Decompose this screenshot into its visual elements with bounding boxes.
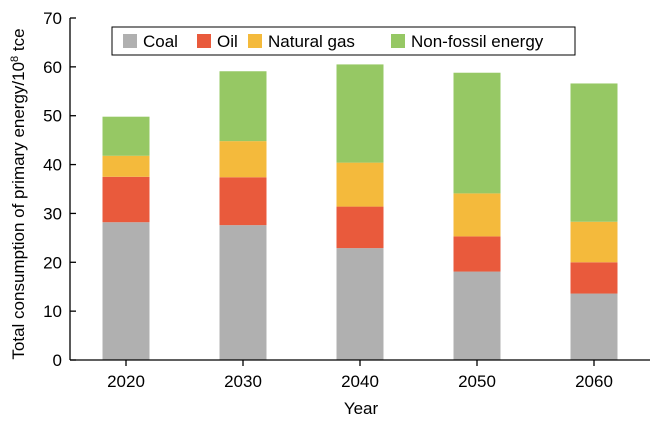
x-tick-label-2020: 2020 [107,372,145,391]
y-axis-title-superscript: 8 [9,56,21,62]
bars-group [102,64,618,360]
x-tick-label-2050: 2050 [458,372,496,391]
y-axis-title-main: Total consumption of primary energy/10 [9,62,28,360]
x-tick-label-2030: 2030 [224,372,262,391]
x-ticks-group: 2020 2030 2040 2050 2060 [107,360,613,391]
bar-natural-gas-2020 [102,155,150,177]
bar-non-fossil-energy-2060 [570,83,618,222]
y-tick-label-70: 70 [43,9,62,28]
y-tick-label-60: 60 [43,58,62,77]
bar-coal-2020 [102,222,150,360]
bar-non-fossil-energy-2050 [453,72,501,194]
legend: Coal Oil Natural gas Non-fossil energy [111,26,576,56]
x-tick-label-2040: 2040 [341,372,379,391]
bar-non-fossil-energy-2020 [102,116,150,156]
legend-label-coal: Coal [143,32,178,51]
y-tick-label-10: 10 [43,302,62,321]
bar-non-fossil-energy-2030 [219,71,267,142]
legend-swatch-coal [123,34,137,48]
bar-oil-2040 [336,206,384,249]
y-tick-label-40: 40 [43,156,62,175]
y-axis-title: Total consumption of primary energy/108 … [9,28,28,359]
bar-natural-gas-2050 [453,193,501,237]
bar-coal-2030 [219,225,267,360]
x-axis-title: Year [344,399,379,418]
legend-label-natural-gas: Natural gas [268,32,355,51]
bar-natural-gas-2030 [219,141,267,178]
legend-swatch-natural-gas [248,34,262,48]
bar-oil-2060 [570,262,618,294]
y-tick-label-20: 20 [43,253,62,272]
bar-non-fossil-energy-2040 [336,64,384,163]
bar-natural-gas-2060 [570,221,618,263]
y-axis-title-unit: tce [9,28,28,55]
legend-swatch-non-fossil-energy [391,34,405,48]
bar-oil-2030 [219,177,267,226]
bar-oil-2020 [102,176,150,223]
axes-group [69,18,650,361]
bar-coal-2050 [453,271,501,360]
x-tick-label-2060: 2060 [575,372,613,391]
bar-natural-gas-2040 [336,162,384,207]
y-tick-label-50: 50 [43,107,62,126]
legend-label-non-fossil-energy: Non-fossil energy [411,32,544,51]
legend-swatch-oil [197,34,211,48]
bar-coal-2040 [336,248,384,360]
bar-oil-2050 [453,236,501,272]
legend-label-oil: Oil [217,32,238,51]
y-tick-label-0: 0 [53,351,62,370]
bar-coal-2060 [570,293,618,360]
y-tick-label-30: 30 [43,204,62,223]
y-ticks-group: 0 10 20 30 40 50 60 70 [43,9,76,370]
legend-box [111,26,576,56]
